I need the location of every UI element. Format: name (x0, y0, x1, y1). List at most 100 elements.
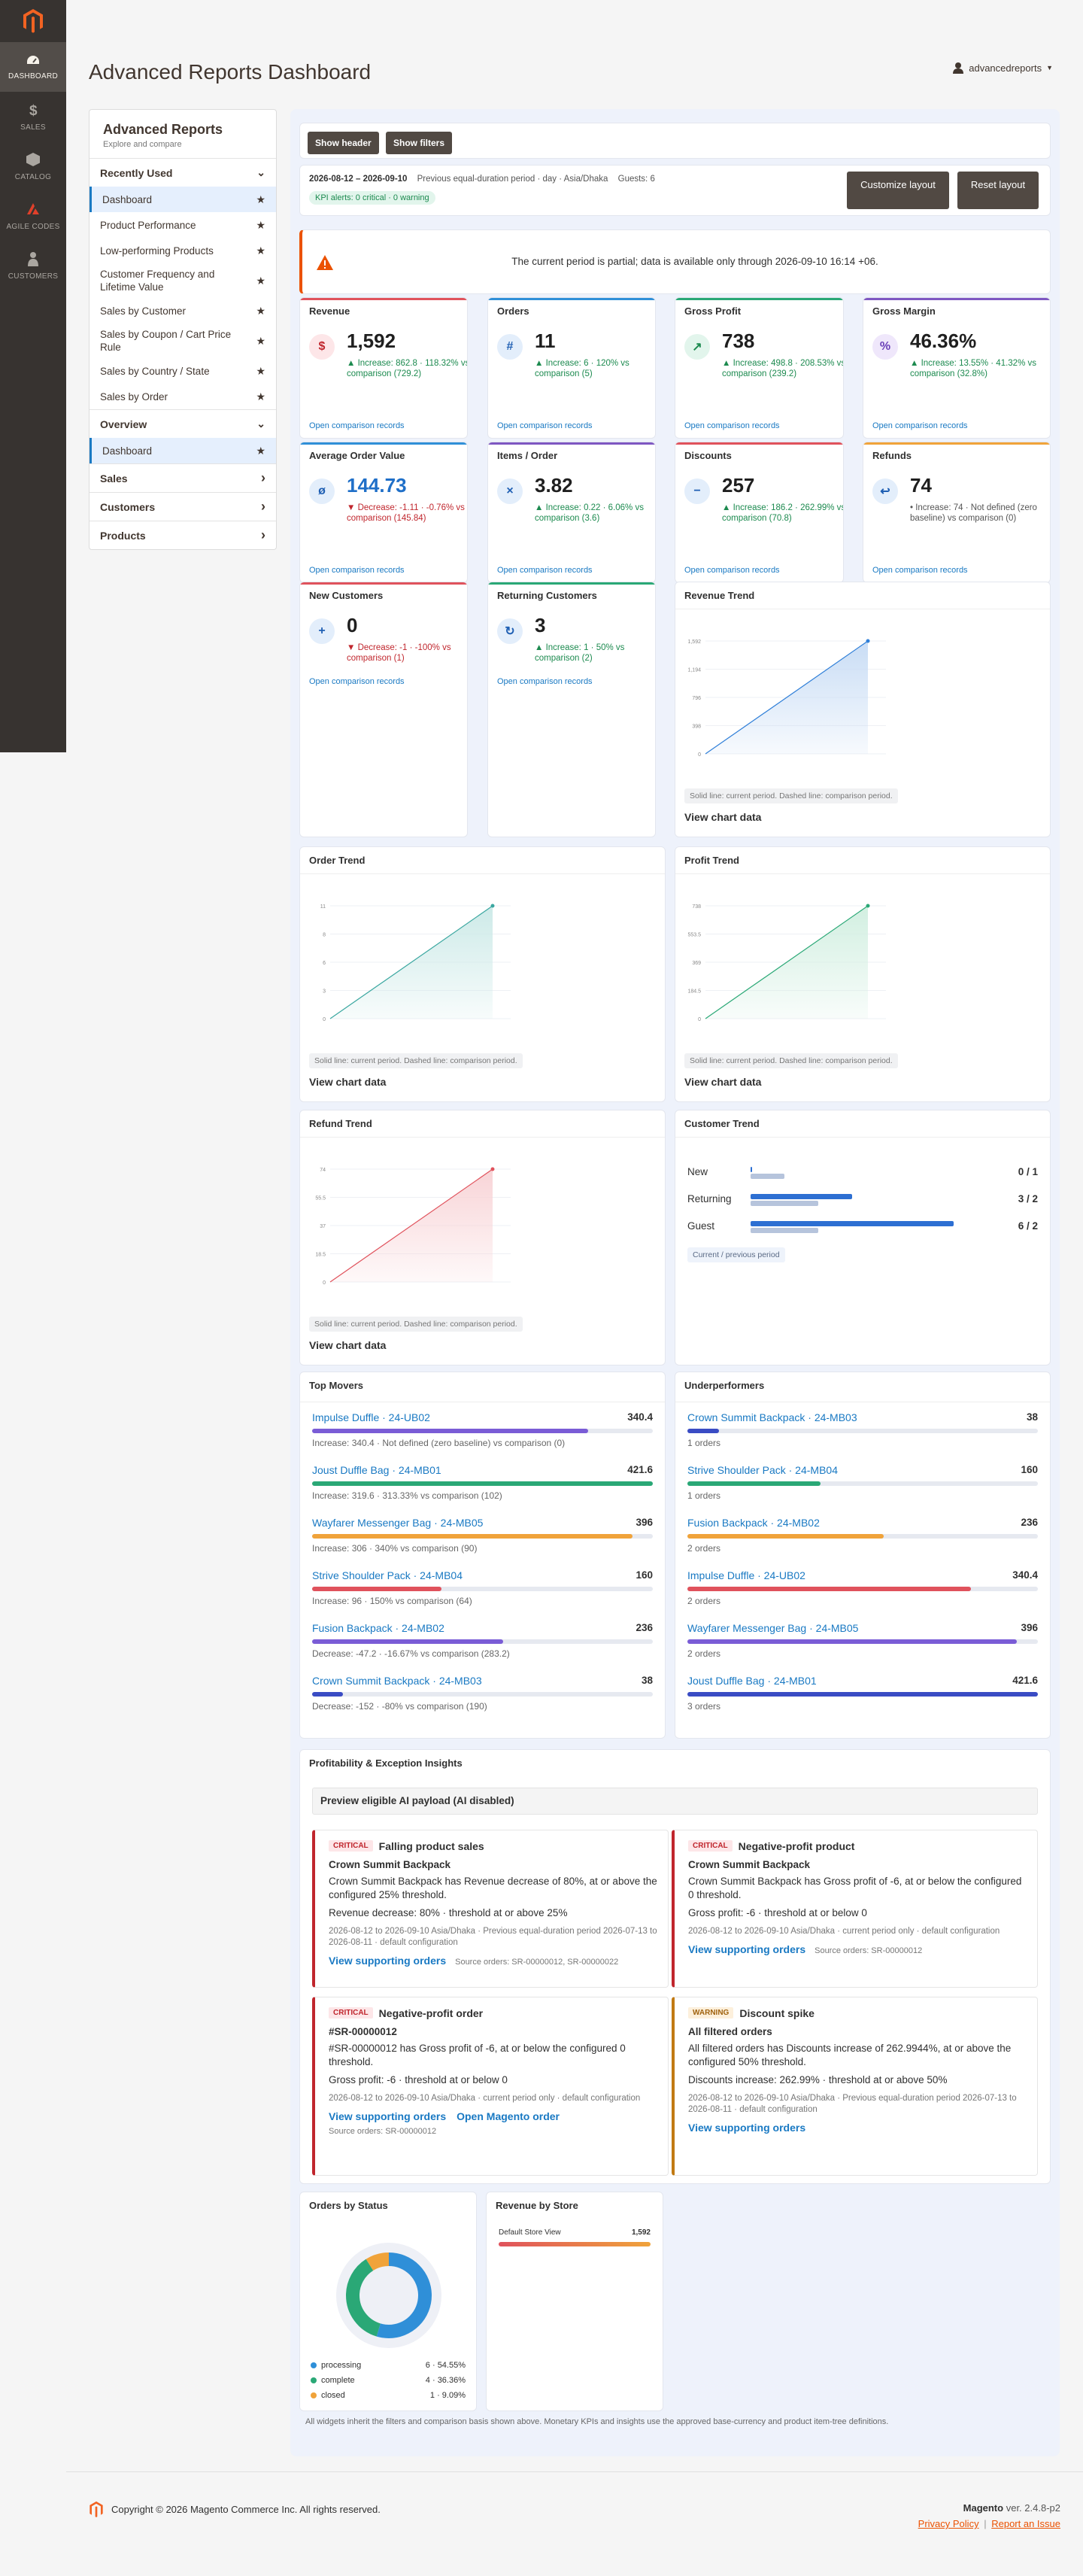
product-link[interactable]: Wayfarer Messenger Bag · 24-MB05 (312, 1517, 484, 1529)
insight-card: CRITICAL Negative-profit product Crown Sum… (672, 1830, 1038, 1988)
progress-fill (312, 1534, 633, 1539)
sidebar-group-products[interactable]: Products › (89, 521, 276, 549)
page-title: Advanced Reports Dashboard (89, 60, 372, 84)
nav-dashboard[interactable]: DASHBOARD (0, 42, 66, 92)
star-icon[interactable]: ★ (256, 444, 265, 457)
open-comparison-records-link[interactable]: Open comparison records (309, 677, 405, 686)
report-issue-link[interactable]: Report an Issue (991, 2518, 1060, 2529)
view-supporting-orders-link[interactable]: View supporting orders (329, 1955, 447, 1967)
kpi-accent-bar (300, 442, 467, 445)
product-link[interactable]: Joust Duffle Bag · 24-MB01 (687, 1675, 817, 1687)
star-icon[interactable]: ★ (256, 193, 265, 205)
footer-brand: Magento (963, 2502, 1004, 2514)
sidebar-item-sales-by-country-state[interactable]: Sales by Country / State ★ (89, 358, 276, 384)
sidebar-item-product-performance[interactable]: Product Performance ★ (89, 212, 276, 238)
star-icon[interactable]: ★ (256, 304, 265, 317)
product-link[interactable]: Strive Shoulder Pack · 24-MB04 (687, 1464, 838, 1476)
chevron-down-icon: ▼ (1046, 64, 1053, 71)
product-link[interactable]: Crown Summit Backpack · 24-MB03 (687, 1411, 857, 1423)
data-point[interactable] (866, 639, 870, 643)
star-icon[interactable]: ★ (256, 274, 265, 287)
kpi-alerts-badge: KPI alerts: 0 critical · 0 warning (309, 191, 435, 205)
group-label: Customers (100, 500, 156, 513)
insight-description: Crown Summit Backpack has Gross profit o… (688, 1876, 1022, 1900)
star-icon[interactable]: ★ (256, 364, 265, 377)
product-link[interactable]: Crown Summit Backpack · 24-MB03 (312, 1675, 482, 1687)
open-comparison-records-link[interactable]: Open comparison records (497, 677, 593, 686)
open-comparison-records-link[interactable]: Open comparison records (684, 421, 780, 430)
nav-sales[interactable]: $ SALES (0, 92, 66, 141)
data-point[interactable] (490, 1167, 495, 1171)
product-link[interactable]: Impulse Duffle · 24-UB02 (687, 1569, 805, 1581)
privacy-policy-link[interactable]: Privacy Policy (918, 2518, 979, 2529)
reset-layout-button[interactable]: Reset layout (957, 172, 1039, 209)
sidebar-item-sales-by-order[interactable]: Sales by Order ★ (89, 384, 276, 409)
product-link[interactable]: Wayfarer Messenger Bag · 24-MB05 (687, 1622, 859, 1634)
legend-swatch (311, 2362, 317, 2368)
category-label: Returning (687, 1193, 732, 1204)
star-icon[interactable]: ★ (256, 334, 265, 347)
open-comparison-records-link[interactable]: Open comparison records (872, 566, 968, 575)
sidebar-item-sales-by-coupon-cart-price-rule[interactable]: Sales by Coupon / Cart Price Rule ★ (89, 324, 276, 358)
product-value: 160 (1021, 1464, 1038, 1475)
customize-layout-button[interactable]: Customize layout (847, 172, 949, 209)
mover-row: Fusion Backpack · 24-MB02 236 2 orders (675, 1512, 1050, 1565)
overview-toggle[interactable]: Overview ⌄ (89, 409, 276, 438)
open-comparison-records-link[interactable]: Open comparison records (497, 421, 593, 430)
recently-used-toggle[interactable]: Recently Used ⌄ (89, 158, 276, 187)
product-link[interactable]: Fusion Backpack · 24-MB02 (687, 1517, 820, 1529)
view-chart-data-link[interactable]: View chart data (684, 811, 762, 823)
magento-logo[interactable] (0, 0, 66, 42)
pie-slice-complete[interactable] (346, 2252, 432, 2338)
product-link[interactable]: Impulse Duffle · 24-UB02 (312, 1411, 430, 1423)
svg-text:$: $ (29, 103, 38, 117)
view-chart-data-link[interactable]: View chart data (309, 1339, 387, 1351)
sidebar-item-dashboard[interactable]: Dashboard ★ (89, 187, 276, 212)
sidebar-group-customers[interactable]: Customers › (89, 492, 276, 521)
open-comparison-records-link[interactable]: Open comparison records (872, 421, 968, 430)
view-supporting-orders-link[interactable]: View supporting orders (688, 1943, 806, 1955)
nav-agile-codes[interactable]: AGILE CODES (0, 191, 66, 241)
product-link[interactable]: Joust Duffle Bag · 24-MB01 (312, 1464, 441, 1476)
user-menu[interactable]: advancedreports ▼ (952, 62, 1053, 74)
view-supporting-orders-link[interactable]: View supporting orders (688, 2122, 806, 2134)
sidebar-item-low-performing-products[interactable]: Low-performing Products ★ (89, 238, 276, 263)
product-link[interactable]: Fusion Backpack · 24-MB02 (312, 1622, 444, 1634)
product-value: 38 (1026, 1411, 1038, 1423)
show-filters-button[interactable]: Show filters (386, 132, 453, 154)
open-comparison-records-link[interactable]: Open comparison records (684, 566, 780, 575)
data-point[interactable] (866, 904, 870, 908)
view-supporting-orders-link[interactable]: View supporting orders (329, 2110, 447, 2122)
kpi-accent-bar (300, 582, 467, 585)
open-comparison-records-link[interactable]: Open comparison records (497, 566, 593, 575)
open-comparison-records-link[interactable]: Open comparison records (309, 421, 405, 430)
star-icon[interactable]: ★ (256, 244, 265, 257)
kpi-value: 74 (910, 474, 932, 497)
show-header-button[interactable]: Show header (308, 132, 379, 154)
sidebar-item-customer-frequency-and-lifetime-value[interactable]: Customer Frequency and Lifetime Value ★ (89, 263, 276, 298)
product-link[interactable]: Strive Shoulder Pack · 24-MB04 (312, 1569, 463, 1581)
top-movers-title: Top Movers (309, 1380, 363, 1391)
chart-note-text: Solid line: current period. Dashed line:… (684, 788, 898, 803)
insight-meta: 2026-08-12 to 2026-09-10 Asia/Dhaka · Pr… (688, 2094, 1017, 2114)
y-tick-label: 37 (320, 1224, 326, 1229)
open-comparison-records-link[interactable]: Open comparison records (309, 566, 405, 575)
data-point[interactable] (490, 904, 495, 908)
view-chart-data-link[interactable]: View chart data (309, 1076, 387, 1088)
sidebar-item-label: Dashboard (102, 193, 153, 205)
sidebar-group-sales[interactable]: Sales › (89, 463, 276, 492)
view-chart-data-link[interactable]: View chart data (684, 1076, 762, 1088)
series-line (705, 905, 869, 1019)
pie-slice-closed[interactable] (346, 2252, 432, 2338)
nav-customers[interactable]: CUSTOMERS (0, 241, 66, 290)
open-magento-order-link[interactable]: Open Magento order (457, 2110, 560, 2122)
sidebar-item-sales-by-customer[interactable]: Sales by Customer ★ (89, 298, 276, 324)
sidebar-item-label: Sales by Order (100, 390, 168, 402)
star-icon[interactable]: ★ (256, 218, 265, 231)
y-tick-label: 398 (692, 724, 701, 730)
product-value: 340.4 (1012, 1569, 1038, 1581)
sidebar-item-overview-dashboard[interactable]: Dashboard ★ (89, 438, 276, 463)
nav-catalog[interactable]: CATALOG (0, 141, 66, 191)
ai-preview-toggle[interactable]: Preview eligible AI payload (AI disabled… (312, 1788, 1038, 1815)
star-icon[interactable]: ★ (256, 390, 265, 402)
